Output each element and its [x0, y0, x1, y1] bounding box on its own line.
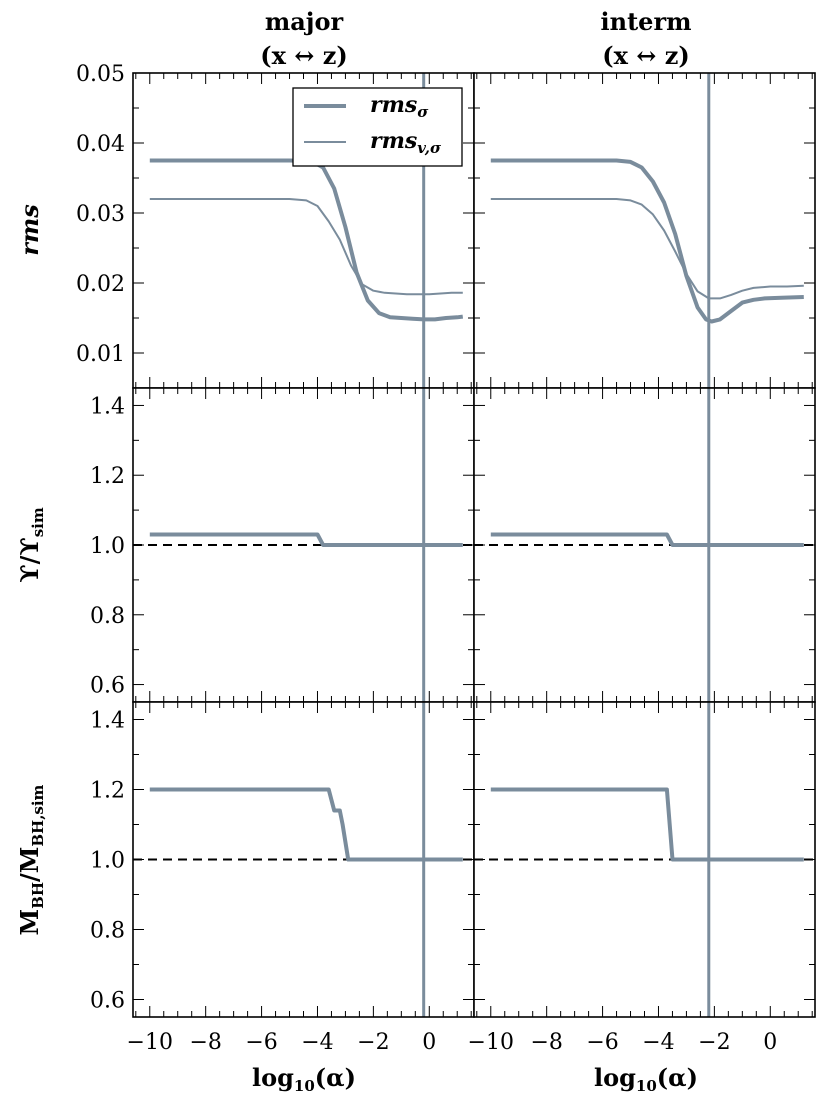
y-tick-label: 1.2	[90, 464, 125, 489]
panel-r3-c2: −10 −8 −6 −4 −2 0	[468, 701, 816, 1055]
y-tick-label: 1.0	[90, 849, 125, 874]
y-tick-label: 0.03	[76, 202, 125, 227]
y-tick-label: 0.01	[76, 342, 125, 367]
row3-ylabel-a: M	[15, 909, 44, 936]
legend1-sub: σ	[417, 103, 429, 121]
panel-r2-c1: 0.6 0.8 1.0 1.2 1.4	[90, 387, 475, 703]
series-line-rms-sigma	[490, 158, 804, 324]
y-tick-label: 0.8	[90, 604, 125, 629]
col1-title-line1: major	[265, 7, 344, 36]
row3-ylabel-sub1: BH	[29, 882, 47, 909]
panel-background	[474, 73, 815, 388]
series-line-rms-sigma	[490, 532, 804, 547]
y-tick-label: 0.02	[76, 272, 125, 297]
row2-ylabel-main: ϒ/ϒ	[15, 537, 44, 582]
col2-xlabel: log10(α)	[594, 1063, 698, 1095]
y-tick-label: 0.6	[90, 674, 125, 699]
row1-ylabel: rms	[15, 204, 44, 256]
col1-xlabel: log10(α)	[252, 1063, 356, 1095]
col2-title-line2: (x ↔ z)	[602, 41, 689, 70]
y-tick-label: 0.8	[90, 919, 125, 944]
y-tick-label: 1.2	[90, 779, 125, 804]
x-tick-label: −6	[586, 1030, 618, 1055]
y-tick-label: 0.04	[76, 132, 125, 157]
x-tick-label: −8	[530, 1030, 562, 1055]
col2-xlabel-main: log	[594, 1063, 636, 1092]
x-tick-label: −4	[301, 1030, 333, 1055]
col1-title-line2: (x ↔ z)	[260, 41, 347, 70]
row2-ylabel-sub: sim	[29, 507, 47, 537]
row3-ylabel-b: /M	[15, 847, 44, 882]
series-line-rms-v-sigma	[149, 198, 463, 296]
legend-box	[292, 87, 463, 167]
legend-label-rms-v-sigma: rmsv,σ	[370, 128, 442, 157]
col2-xlabel-tail: (α)	[657, 1063, 698, 1092]
y-tick-label: 0.6	[90, 989, 125, 1014]
x-tick-label: −4	[642, 1030, 674, 1055]
x-tick-label: −6	[245, 1030, 277, 1055]
panel-r2-c2	[473, 387, 816, 703]
x-tick-label: −10	[468, 1030, 514, 1055]
series-line-rms-v-sigma	[490, 198, 804, 300]
legend2-sub: v,σ	[417, 139, 442, 157]
col2-title-line1: interm	[601, 7, 692, 36]
x-tick-label: −2	[357, 1030, 389, 1055]
legend2-main: rms	[370, 128, 417, 154]
y-tick-label: 1.4	[90, 394, 125, 419]
col1-xlabel-tail: (α)	[315, 1063, 356, 1092]
legend: rmsσ rmsv,σ	[292, 87, 463, 167]
series-line-rms-sigma	[149, 787, 463, 862]
plot-area: 0.010.020.030.040.050.60.81.01.21.40.60.…	[76, 62, 816, 1055]
y-tick-label: 1.4	[90, 709, 125, 734]
col1-xlabel-main: log	[252, 1063, 294, 1092]
row2-ylabel: ϒ/ϒsim	[15, 507, 47, 583]
x-tick-label: −10	[127, 1030, 173, 1055]
panel-r3-c1: 0.6 0.8 1.0 1.2 1.4 −10 −8 −6 −4 −2 0	[90, 701, 475, 1055]
legend-label-rms-sigma: rmsσ	[370, 92, 429, 121]
row3-ylabel-sub2: BH,sim	[29, 784, 47, 846]
legend1-main: rms	[370, 92, 417, 118]
x-tick-label: −2	[698, 1030, 730, 1055]
col2-xlabel-sub: 10	[636, 1077, 657, 1095]
series-line-rms-sigma	[490, 787, 804, 862]
x-tick-label: 0	[763, 1030, 777, 1055]
y-tick-label: 1.0	[90, 534, 125, 559]
col1-xlabel-sub: 10	[294, 1077, 315, 1095]
panel-r1-c2	[473, 72, 816, 389]
x-tick-label: 0	[422, 1030, 436, 1055]
row3-ylabel: MBH/MBH,sim	[15, 784, 47, 935]
panel-frame	[473, 701, 816, 1018]
y-tick-label: 0.05	[76, 62, 125, 87]
series-line-rms-sigma	[149, 532, 463, 547]
x-tick-label: −8	[189, 1030, 221, 1055]
